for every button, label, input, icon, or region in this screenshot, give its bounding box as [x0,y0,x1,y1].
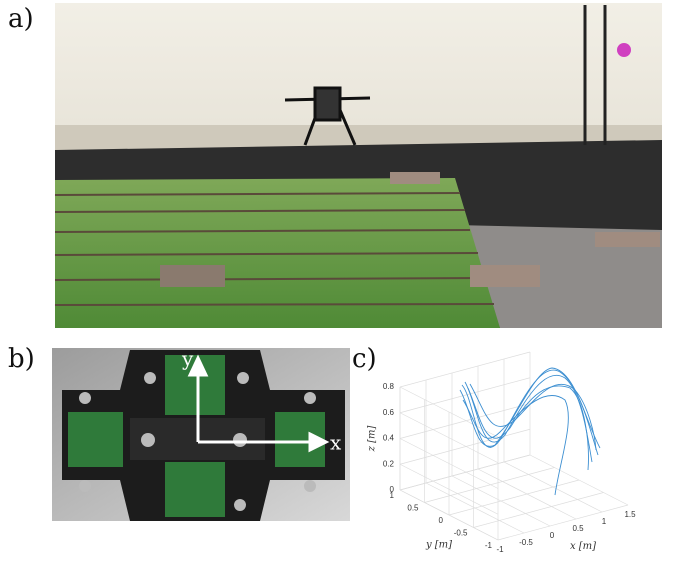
grid-line [399,351,531,388]
grid-line [399,438,499,489]
trajectory [459,367,601,496]
z-tick-label: 0.4 [383,434,395,443]
z-tick-label: 0.2 [383,459,395,468]
panel-label: c) [352,344,377,374]
photo-y-label: y [181,347,194,371]
z-axis-label: z [m] [367,426,378,453]
grid-line [424,467,555,503]
x-tick-label: 0 [550,531,555,540]
x-axis-label: x [m] [570,541,596,552]
panel-label: b) [8,344,35,374]
y-tick-label: -0.5 [454,529,468,538]
z-tick-label: 0 [390,485,395,494]
plot-3d: -1-0.500.511.5-1-0.500.5100.20.40.60.8z … [367,351,636,554]
x-tick-label: 0.5 [572,524,584,533]
z-tick-label: 0.6 [383,408,395,417]
y-tick-label: 1 [390,491,395,500]
photo-b: y x [52,347,350,521]
grid-line [399,463,499,515]
panel-label: a) [8,4,34,34]
x-tick-label: 1.5 [624,510,636,519]
y-axis-label: y [m] [425,540,452,551]
grid-line [497,504,629,541]
grid-line [473,492,604,528]
y-tick-label: -1 [485,541,493,550]
x-tick-label: 1 [602,517,607,526]
grid-line [399,412,499,464]
drone [284,86,371,146]
grid-line [399,403,531,439]
y-tick-label: 0.5 [407,504,419,513]
grid-line [448,479,580,516]
z-tick-label: 0.8 [383,382,395,391]
grid-line [399,377,531,414]
grid-line [399,454,531,491]
photo-x-label: x [330,431,342,455]
x-tick-label: -0.5 [519,538,533,547]
x-tick-label: -1 [496,545,504,554]
photo-a [54,3,662,328]
grid-line [399,489,499,541]
y-tick-label: 0 [439,516,444,525]
grid-line [399,428,531,465]
